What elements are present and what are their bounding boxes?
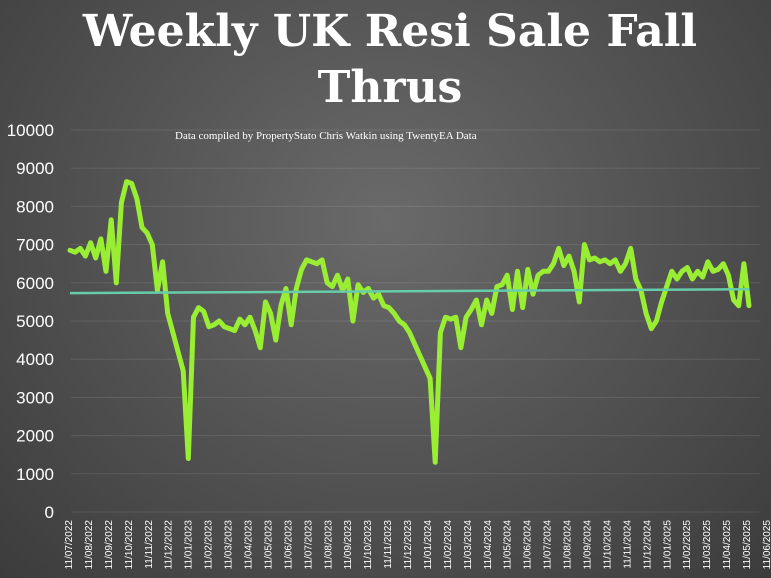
x-tick-label: 11/11/2023 xyxy=(383,520,394,569)
x-tick-label: 11/02/2024 xyxy=(443,520,454,570)
x-tick-label: 11/08/2022 xyxy=(84,520,95,570)
x-tick-label: 11/02/2025 xyxy=(682,520,693,570)
y-tick-label: 6000 xyxy=(16,274,54,293)
x-tick-label: 11/06/2023 xyxy=(283,520,294,570)
x-tick-label: 11/11/2024 xyxy=(622,520,633,569)
x-tick-label: 11/05/2024 xyxy=(503,520,514,570)
x-tick-label: 11/05/2023 xyxy=(263,520,274,570)
x-tick-label: 11/09/2023 xyxy=(343,520,354,570)
x-tick-label: 11/07/2022 xyxy=(64,520,75,570)
x-tick-label: 11/06/2025 xyxy=(762,520,771,570)
y-tick-label: 5000 xyxy=(16,312,54,331)
y-tick-label: 10000 xyxy=(7,121,54,140)
x-tick-label: 11/06/2024 xyxy=(523,520,534,570)
y-tick-label: 9000 xyxy=(16,159,54,178)
y-tick-label: 7000 xyxy=(16,236,54,255)
x-tick-label: 11/02/2023 xyxy=(204,520,215,570)
series-lines xyxy=(67,179,752,465)
x-tick-label: 11/07/2023 xyxy=(303,520,314,570)
x-tick-label: 11/09/2022 xyxy=(104,520,115,570)
series-line-trend xyxy=(69,288,750,295)
x-tick-label: 11/12/2022 xyxy=(164,520,175,570)
chart-title-line-1: Weekly UK Resi Sale Fall xyxy=(82,6,697,57)
series-line-weekly xyxy=(67,179,752,465)
y-tick-label: 2000 xyxy=(16,427,54,446)
x-tick-label: 11/10/2024 xyxy=(602,520,613,570)
x-tick-label: 11/03/2024 xyxy=(463,520,474,570)
x-tick-label: 11/01/2025 xyxy=(662,520,673,570)
x-tick-label: 11/01/2024 xyxy=(423,520,434,570)
x-tick-label: 11/04/2025 xyxy=(722,520,733,570)
y-tick-label: 3000 xyxy=(16,388,54,407)
y-tick-label: 0 xyxy=(45,503,54,522)
x-tick-label: 11/10/2022 xyxy=(124,520,135,570)
x-tick-label: 11/01/2023 xyxy=(184,520,195,570)
x-tick-label: 11/07/2024 xyxy=(543,520,554,570)
x-tick-label: 11/08/2024 xyxy=(563,520,574,570)
chart-title: Weekly UK Resi Sale Fall Thrus xyxy=(82,6,697,113)
x-tick-label: 11/11/2022 xyxy=(144,520,155,569)
y-tick-label: 1000 xyxy=(16,465,54,484)
y-tick-label: 8000 xyxy=(16,197,54,216)
y-axis-ticks: 0 1000 2000 3000 4000 5000 6000 7000 8000 9000 100… xyxy=(7,121,54,522)
x-tick-label: 11/12/2024 xyxy=(642,520,653,570)
x-tick-label: 11/04/2023 xyxy=(243,520,254,570)
x-tick-label: 11/05/2025 xyxy=(742,520,753,570)
x-tick-label: 11/03/2025 xyxy=(702,520,713,570)
x-tick-label: 11/10/2023 xyxy=(363,520,374,570)
y-tick-label: 4000 xyxy=(16,350,54,369)
x-tick-label: 11/03/2023 xyxy=(224,520,235,570)
x-tick-label: 11/09/2024 xyxy=(583,520,594,570)
chart-title-line-2: Thrus xyxy=(318,62,463,113)
x-axis-ticks: 11/07/2022 11/08/2022 11/09/2022 11/10/2022… xyxy=(64,520,771,570)
x-tick-label: 11/12/2023 xyxy=(403,520,414,570)
x-tick-label: 11/08/2023 xyxy=(323,520,334,570)
chart-subtitle: Data compiled by PropertyStato Chris Wat… xyxy=(175,130,477,142)
x-tick-label: 11/04/2024 xyxy=(483,520,494,570)
